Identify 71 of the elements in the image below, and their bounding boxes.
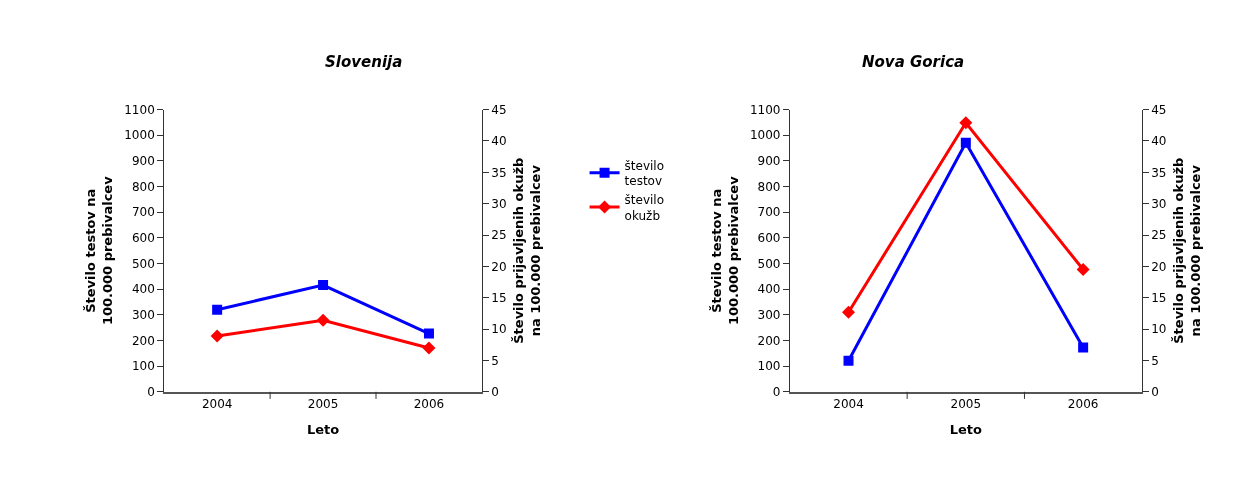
legend-label: število okužb <box>624 192 665 223</box>
x-tick-label: 2006 <box>1067 396 1099 411</box>
y-tick-label: 400 <box>757 282 781 297</box>
x-tick-label: 2004 <box>833 396 864 411</box>
point <box>316 313 330 327</box>
point <box>318 280 329 291</box>
y2-tick-label: 25 <box>1151 228 1167 243</box>
y2-tick-label: 0 <box>1151 385 1159 400</box>
y2-tick-label: 20 <box>1151 259 1167 274</box>
point <box>423 328 434 339</box>
point <box>1076 263 1090 277</box>
point <box>959 116 973 130</box>
x-tick-label: 2006 <box>413 396 445 411</box>
y-tick-label: 100 <box>131 359 155 374</box>
y-tick-label: 1100 <box>749 102 781 117</box>
x-tick-label: 2004 <box>201 396 233 411</box>
y-tick-label: 100 <box>757 359 781 374</box>
y2-axis-title: Število prijavljenih okužb na 100.000 prebivalcev <box>1171 157 1203 344</box>
y2-tick-label: 30 <box>491 196 507 211</box>
x-tick-label: 2005 <box>950 396 982 411</box>
y-tick-label: 500 <box>131 256 155 271</box>
y2-tick-label: 10 <box>491 322 507 337</box>
y-axis-title: Število testov na 100.000 prebivalcev <box>708 175 741 326</box>
y-tick-label: 1000 <box>749 128 781 143</box>
y2-tick-label: 10 <box>1151 322 1167 337</box>
point <box>212 304 223 315</box>
y-tick-label: 600 <box>757 231 781 246</box>
x-axis-title: Leto <box>306 422 340 438</box>
y2-tick-label: 0 <box>491 385 499 400</box>
y-tick-label: 800 <box>757 179 781 194</box>
point <box>842 305 856 319</box>
y2-tick-label: 5 <box>1151 353 1159 368</box>
y-tick-label: 200 <box>131 333 155 348</box>
y-tick-label: 1000 <box>124 128 155 143</box>
point <box>960 137 971 148</box>
point <box>210 329 224 343</box>
y2-tick-label: 15 <box>1151 290 1167 305</box>
y2-axis-title: Število prijavljenih okužb na 100.000 prebivalcev <box>511 157 544 344</box>
x-axis-title: Leto <box>949 422 983 438</box>
y-tick-label: 900 <box>131 154 155 169</box>
y-tick-label: 600 <box>131 231 155 246</box>
y-tick-label: 400 <box>131 282 155 297</box>
point <box>843 355 854 366</box>
point <box>1078 342 1089 353</box>
y-tick-label: 900 <box>757 154 781 169</box>
y2-tick-label: 5 <box>491 353 499 368</box>
point <box>422 341 436 355</box>
y-tick-label: 300 <box>131 308 155 323</box>
y-tick-label: 300 <box>757 308 781 323</box>
y2-tick-label: 35 <box>491 165 507 180</box>
y-axis-title: Število testov na 100.000 prebivalcev <box>83 175 116 326</box>
y-tick-label: 700 <box>757 205 781 220</box>
y2-tick-label: 40 <box>491 134 507 149</box>
y2-tick-label: 45 <box>1151 102 1167 117</box>
y2-tick-label: 30 <box>1151 196 1167 211</box>
chart-title: Slovenija <box>325 53 403 71</box>
y-tick-label: 200 <box>757 333 781 348</box>
y-tick-label: 0 <box>147 385 155 400</box>
y2-tick-label: 45 <box>491 102 507 117</box>
y2-tick-label: 40 <box>1151 134 1167 149</box>
y-tick-label: 800 <box>131 179 155 194</box>
y2-tick-label: 15 <box>491 290 507 305</box>
x-tick-label: 2005 <box>307 396 339 411</box>
y2-tick-label: 35 <box>1151 165 1167 180</box>
chart-title: Nova Gorica <box>862 53 965 71</box>
y-tick-label: 700 <box>131 205 155 220</box>
y-tick-label: 0 <box>772 385 781 400</box>
y2-tick-label: 20 <box>491 259 507 274</box>
y-tick-label: 500 <box>757 256 781 271</box>
y2-tick-label: 25 <box>491 228 507 243</box>
y-tick-label: 1100 <box>124 102 155 117</box>
